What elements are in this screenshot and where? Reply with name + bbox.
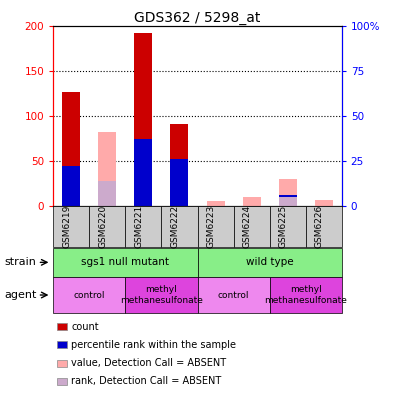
Text: GSM6219: GSM6219 — [62, 205, 71, 248]
Bar — [98, 132, 117, 206]
Text: GSM6222: GSM6222 — [171, 205, 179, 248]
Text: percentile rank within the sample: percentile rank within the sample — [71, 340, 236, 350]
Title: GDS362 / 5298_at: GDS362 / 5298_at — [134, 11, 261, 25]
Text: count: count — [71, 322, 99, 332]
Text: methyl
methanesulfonate: methyl methanesulfonate — [120, 286, 203, 305]
Bar — [278, 179, 297, 206]
Text: strain: strain — [4, 257, 36, 267]
Text: GSM6223: GSM6223 — [207, 205, 216, 248]
Text: GSM6225: GSM6225 — [278, 205, 288, 248]
Text: value, Detection Call = ABSENT: value, Detection Call = ABSENT — [71, 358, 226, 368]
Text: agent: agent — [4, 290, 36, 300]
Bar — [62, 92, 80, 206]
Bar — [171, 159, 188, 206]
Text: control: control — [73, 291, 105, 299]
Text: sgs1 null mutant: sgs1 null mutant — [81, 257, 169, 267]
Bar — [243, 197, 261, 206]
Bar — [98, 181, 117, 206]
Bar — [134, 139, 152, 206]
Bar — [171, 124, 188, 206]
Bar — [134, 33, 152, 206]
Text: methyl
methanesulfonate: methyl methanesulfonate — [264, 286, 347, 305]
Bar — [207, 200, 224, 206]
Bar — [315, 200, 333, 206]
Bar — [62, 166, 80, 206]
Text: wild type: wild type — [246, 257, 293, 267]
Text: rank, Detection Call = ABSENT: rank, Detection Call = ABSENT — [71, 376, 221, 386]
Bar — [278, 195, 297, 206]
Text: GSM6224: GSM6224 — [243, 205, 252, 248]
Text: GSM6226: GSM6226 — [315, 205, 324, 248]
Text: GSM6221: GSM6221 — [134, 205, 143, 248]
Text: control: control — [218, 291, 249, 299]
Text: GSM6220: GSM6220 — [98, 205, 107, 248]
Bar — [278, 197, 297, 206]
